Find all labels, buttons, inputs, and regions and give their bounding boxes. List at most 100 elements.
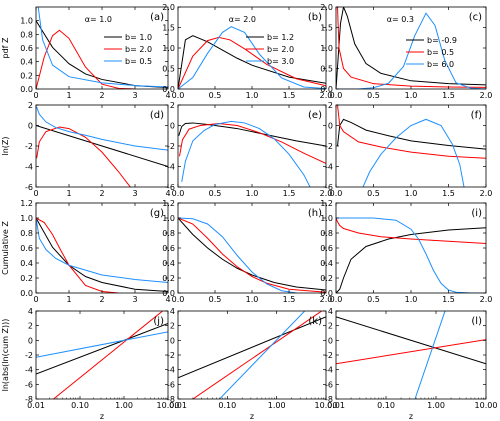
y-tick-label: 0.8: [320, 229, 333, 238]
panel-f: 0.0 0.5 1.0 1.5 2.0 -6 -4 -2 0 2 (f): [325, 101, 492, 198]
panel-label: (e): [308, 110, 322, 121]
x-tick-label: 1.5: [442, 91, 455, 100]
series-line-1: [36, 323, 168, 375]
series-line-2: [337, 7, 486, 88]
series-line-3: [36, 217, 168, 283]
alpha-annotation: α= 0.3: [387, 15, 414, 24]
y-tick-label: 1.5: [162, 24, 175, 33]
panel-b: 0.0 0.5 1.0 1.5 2.00.00.51.01.52.0(b)α= 2.0b…: [162, 3, 332, 100]
y-tick-label: 1.0: [162, 44, 175, 53]
x-tick-label: 1.0: [405, 189, 418, 198]
series-line-2: [178, 217, 326, 293]
legend-entry: b= 6.0: [427, 60, 454, 69]
x-tick-label: 2.0: [320, 295, 333, 304]
y-tick-label: -8: [25, 395, 33, 404]
series-line-3: [181, 120, 311, 187]
y-tick-label: -4: [167, 163, 175, 172]
series-line-1: [336, 227, 486, 293]
y-tick-label: 4: [328, 307, 333, 316]
y-tick-label: 1.2: [320, 199, 333, 208]
y-tick-label: 0: [170, 122, 175, 131]
panel-label: (g): [150, 208, 164, 219]
series-line-3: [336, 12, 486, 89]
x-tick-label: 2: [99, 295, 104, 304]
panel-l: 0.01 0.10 1.00 10.00 -8 -6 -4 -2 0 2 4 (l) z: [325, 307, 497, 421]
x-tick-label: 3: [132, 189, 137, 198]
y-tick-label: 2.0: [320, 3, 333, 12]
x-tick-label: 0.0: [330, 189, 343, 198]
y-tick-label: -4: [25, 163, 33, 172]
y-tick-label: 1.5: [320, 24, 333, 33]
x-tick-label: 0.0: [330, 295, 343, 304]
x-axis-label: z: [409, 412, 413, 421]
series-line-1: [36, 217, 168, 292]
x-tick-label: 2: [99, 91, 104, 100]
x-tick-label: 10.00: [157, 401, 180, 410]
y-tick-label: 4: [28, 307, 33, 316]
x-tick-label: 1.0: [405, 91, 418, 100]
x-tick-label: 0.10: [218, 401, 236, 410]
plot-frame: [35, 202, 169, 294]
y-tick-label: 0.0: [162, 289, 175, 298]
y-tick-label: -2: [325, 351, 333, 360]
y-tick-label: 0.4: [162, 259, 175, 268]
x-tick-label: 3: [132, 295, 137, 304]
y-tick-label: 2.0: [162, 3, 175, 12]
series-line-2: [178, 122, 326, 164]
x-tick-label: 0.01: [327, 401, 345, 410]
panel-label: (c): [469, 12, 482, 23]
y-axis-label: ln(Z): [1, 136, 10, 155]
y-tick-label: -2: [167, 351, 175, 360]
y-tick-label: 0.8: [20, 30, 33, 39]
y-tick-label: 0.2: [20, 274, 33, 283]
y-tick-label: 2: [170, 101, 175, 110]
series-line-3: [36, 331, 168, 358]
y-tick-label: 0: [328, 122, 333, 131]
x-tick-label: 0.5: [367, 295, 380, 304]
y-tick-label: 0.8: [162, 229, 175, 238]
legend-entry: b= 3.0: [267, 57, 294, 66]
panel-label: (b): [308, 12, 322, 23]
x-tick-label: 0.10: [377, 401, 395, 410]
x-tick-label: 1.0: [246, 189, 259, 198]
y-tick-label: -6: [325, 380, 333, 389]
y-tick-label: 0: [328, 336, 333, 345]
series-line-1: [178, 217, 326, 291]
x-tick-label: 2.0: [480, 189, 493, 198]
y-tick-label: 2: [328, 101, 333, 110]
series-line-1: [337, 118, 486, 150]
y-tick-label: 0.0: [320, 289, 333, 298]
y-axis-label: pdf Z: [1, 37, 10, 59]
x-tick-label: 0: [33, 189, 38, 198]
x-tick-label: 1.00: [427, 401, 445, 410]
alpha-annotation: α= 2.0: [229, 15, 256, 24]
y-tick-label: -6: [167, 380, 175, 389]
x-tick-label: 1.0: [405, 295, 418, 304]
series-line-3: [36, 106, 168, 151]
panel-label: (a): [150, 12, 164, 23]
y-tick-label: 0.8: [20, 229, 33, 238]
y-tick-label: 2: [170, 322, 175, 331]
y-tick-label: 0.5: [162, 65, 175, 74]
y-tick-label: 0.4: [20, 58, 33, 67]
x-tick-label: 0.0: [172, 189, 185, 198]
series-line-1: [36, 125, 168, 167]
y-tick-label: 1.0: [162, 214, 175, 223]
x-tick-label: 2.0: [320, 91, 333, 100]
x-tick-label: 1.0: [246, 295, 259, 304]
legend-entry: b= 0.5: [125, 57, 152, 66]
x-tick-label: 1.5: [283, 295, 296, 304]
y-tick-label: -4: [167, 366, 175, 375]
x-tick-label: 2.0: [480, 295, 493, 304]
alpha-annotation: α= 1.0: [85, 15, 112, 24]
y-tick-label: 1.0: [20, 17, 33, 26]
panel-h: 0.0 0.5 1.0 1.5 2.00.00.20.40.60.81.01.2(h): [162, 199, 332, 304]
plot-frame: [177, 202, 327, 294]
x-tick-label: 4: [165, 189, 170, 198]
y-tick-label: 1.0: [320, 214, 333, 223]
panel-d: 0 1 2 3 4 -6 -4 -2 0 2 (d) ln(Z): [1, 101, 171, 198]
y-tick-label: -6: [325, 183, 333, 192]
panel-label: (h): [308, 208, 322, 219]
panel-i: 0.0 0.5 1.0 1.5 2.00.00.20.40.60.81.01.2(i): [320, 199, 492, 304]
